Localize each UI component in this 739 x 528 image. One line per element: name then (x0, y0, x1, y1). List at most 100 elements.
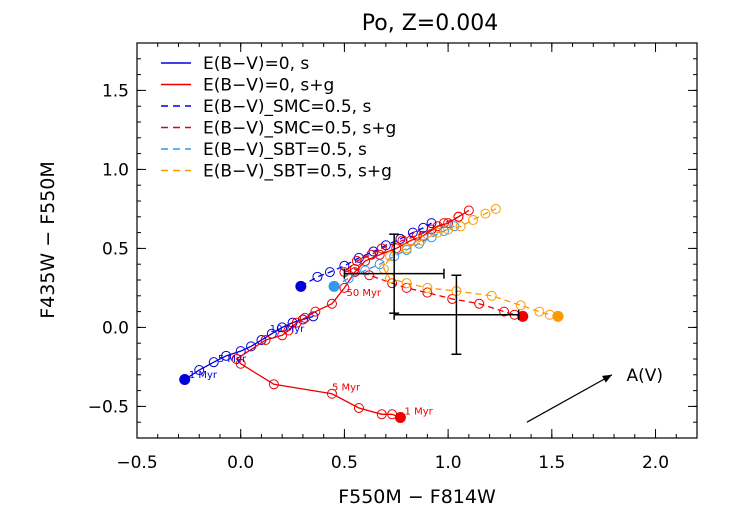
series-point (297, 314, 308, 325)
series-point (268, 379, 279, 390)
series-point (353, 252, 364, 263)
series-point (432, 227, 443, 238)
y-axis-label: F435W − F550M (37, 161, 59, 319)
series-point (426, 218, 437, 229)
y-tick-label: 1.0 (102, 160, 129, 180)
series-point (326, 388, 337, 399)
series-point (324, 267, 335, 278)
series-point (349, 267, 360, 278)
series-point (277, 322, 288, 333)
x-tick-label: −0.5 (116, 453, 157, 473)
series-line (343, 216, 523, 317)
legend-label-1: E(B−V)=0, s (203, 54, 309, 74)
series-point (438, 226, 449, 237)
series-point (231, 354, 242, 364)
series-start-point (179, 374, 191, 386)
series-1 (179, 311, 319, 386)
axis-ticks (136, 42, 698, 439)
series-point (376, 409, 387, 420)
error-bar (343, 233, 445, 314)
series-point (376, 243, 387, 254)
series-point (395, 233, 406, 244)
series-layer (179, 203, 564, 423)
series-point (366, 249, 377, 260)
plot-frame (136, 42, 698, 439)
series-line (184, 315, 314, 381)
age-label: 10 Myr (270, 324, 305, 335)
series-point (208, 357, 219, 368)
series-point (310, 306, 321, 317)
series-point (490, 203, 501, 214)
x-tick-label: 1.0 (435, 453, 462, 473)
series-point (401, 243, 412, 254)
series-point (486, 290, 497, 301)
age-label: 5 Myr (332, 383, 361, 394)
series-point (432, 221, 443, 232)
legend-label-2: E(B−V)=0, s+g (203, 76, 334, 96)
series-point (480, 208, 491, 219)
series-start-point (552, 310, 564, 322)
series-start-point (295, 280, 307, 292)
series-point (463, 205, 474, 216)
extinction-label: A(V) (626, 366, 663, 386)
series-point (426, 224, 437, 235)
y-tick-label: −0.5 (88, 397, 129, 417)
series-point (353, 402, 364, 413)
y-tick-label: 0.5 (102, 239, 129, 259)
extinction-arrow-line (526, 374, 613, 423)
y-tick-label: 0.0 (102, 318, 129, 338)
age-label: 1 Myr (189, 370, 218, 381)
series-point (351, 256, 362, 267)
age-label: 1 Myr (405, 406, 434, 417)
series-point (397, 235, 408, 246)
series-point (300, 312, 310, 323)
series-point (453, 211, 464, 222)
legend-label-6: E(B−V)_SBT=0.5, s+g (203, 162, 392, 182)
series-start-point (328, 280, 340, 292)
x-tick-label: 2.0 (642, 453, 669, 473)
age-label: 50 Myr (346, 288, 381, 299)
series-point (401, 278, 412, 289)
series-point (339, 282, 350, 293)
series-line (333, 225, 455, 287)
series-3 (295, 218, 437, 292)
x-tick-label: 0.5 (331, 453, 358, 473)
series-point (416, 235, 427, 246)
legend: E(B−V)=0, sE(B−V)=0, s+gE(B−V)_SMC=0.5, … (161, 54, 396, 182)
series-point (499, 306, 510, 317)
series-point (534, 306, 545, 317)
series-point (283, 325, 294, 336)
series-point (443, 218, 454, 229)
series-point (260, 335, 271, 346)
extinction-arrow-head (602, 374, 612, 383)
legend-label-4: E(B−V)_SMC=0.5, s+g (203, 119, 396, 139)
series-point (426, 232, 437, 243)
series-point (455, 221, 466, 232)
series-point (194, 365, 205, 376)
x-axis-label: F550M − F814W (338, 486, 496, 508)
series-point (468, 214, 478, 225)
series-point (418, 230, 429, 241)
series-line (300, 222, 432, 287)
error-bar (393, 274, 520, 356)
tick-labels: −0.5 0.0 0.5 1.0 1.5 2.0 −0.5 0.0 0.5 1.0 1.5 (88, 81, 669, 473)
series-start-point (394, 411, 406, 423)
series-line (383, 208, 559, 317)
series-point (443, 224, 454, 235)
series-point (422, 282, 433, 293)
series-point (221, 350, 232, 361)
series-start-point (517, 310, 529, 322)
series-point (360, 265, 371, 276)
series-point (326, 298, 337, 309)
errorbar-layer (343, 233, 520, 356)
y-tick-label: 1.5 (102, 81, 129, 101)
legend-label-3: E(B−V)_SMC=0.5, s (203, 97, 371, 117)
x-tick-label: 1.5 (538, 453, 565, 473)
series-point (277, 330, 288, 341)
x-tick-label: 0.0 (227, 453, 254, 473)
series-point (515, 300, 526, 311)
legend-label-5: E(B−V)_SBT=0.5, s (203, 140, 367, 160)
